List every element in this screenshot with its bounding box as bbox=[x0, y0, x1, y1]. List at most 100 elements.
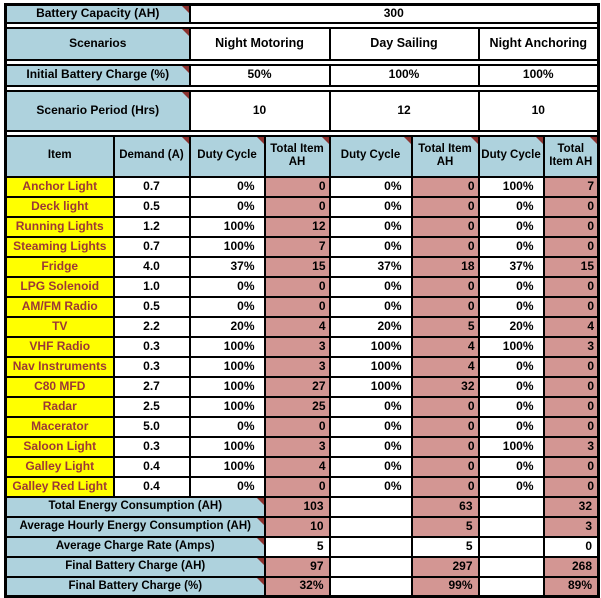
duty-cycle-cell[interactable]: 100% bbox=[477, 175, 545, 198]
demand-cell[interactable]: 1.0 bbox=[112, 275, 191, 298]
total-ah-cell[interactable]: 3 bbox=[542, 335, 600, 358]
duty-cycle-cell[interactable]: 100% bbox=[477, 435, 545, 458]
total-ah-cell[interactable]: 0 bbox=[410, 475, 480, 498]
column-header-total-ah-1[interactable]: Total Item AH bbox=[263, 134, 331, 178]
demand-cell[interactable]: 2.7 bbox=[112, 375, 191, 398]
total-ah-cell[interactable]: 0 bbox=[542, 475, 600, 498]
duty-cycle-cell[interactable]: 100% bbox=[328, 355, 413, 378]
scenario-name-cell[interactable]: Day Sailing bbox=[328, 26, 480, 61]
total-ah-cell[interactable]: 0 bbox=[542, 415, 600, 438]
duty-cycle-cell[interactable]: 0% bbox=[188, 295, 266, 318]
scenario-name-cell[interactable]: Night Motoring bbox=[188, 26, 331, 61]
total-ah-cell[interactable]: 3 bbox=[263, 355, 331, 378]
demand-cell[interactable]: 0.4 bbox=[112, 455, 191, 478]
total-ah-cell[interactable]: 0 bbox=[263, 175, 331, 198]
duty-cycle-cell[interactable]: 100% bbox=[477, 335, 545, 358]
demand-cell[interactable]: 0.5 bbox=[112, 295, 191, 318]
battery-capacity-value-cell[interactable]: 300 bbox=[188, 3, 600, 24]
demand-cell[interactable]: 0.3 bbox=[112, 355, 191, 378]
total-ah-cell[interactable]: 0 bbox=[542, 195, 600, 218]
total-ah-cell[interactable]: 0 bbox=[542, 215, 600, 238]
total-ah-cell[interactable]: 15 bbox=[542, 255, 600, 278]
summary-label-cell[interactable]: Average Hourly Energy Consumption (AH) bbox=[4, 515, 266, 538]
total-ah-cell[interactable]: 0 bbox=[410, 435, 480, 458]
summary-label-cell[interactable]: Final Battery Charge (AH) bbox=[4, 555, 266, 578]
summary-label-cell[interactable]: Total Energy Consumption (AH) bbox=[4, 495, 266, 518]
duty-cycle-cell[interactable]: 0% bbox=[188, 475, 266, 498]
summary-blank-cell[interactable] bbox=[328, 515, 413, 538]
total-ah-cell[interactable]: 0 bbox=[542, 235, 600, 258]
duty-cycle-cell[interactable]: 0% bbox=[477, 275, 545, 298]
summary-value-cell[interactable]: 5 bbox=[410, 515, 480, 538]
total-ah-cell[interactable]: 4 bbox=[542, 315, 600, 338]
scenarios-label-cell[interactable]: Scenarios bbox=[4, 26, 191, 61]
summary-value-cell[interactable]: 3 bbox=[542, 515, 600, 538]
duty-cycle-cell[interactable]: 0% bbox=[328, 435, 413, 458]
total-ah-cell[interactable]: 3 bbox=[542, 435, 600, 458]
battery-capacity-label-cell[interactable]: Battery Capacity (AH) bbox=[4, 3, 191, 24]
summary-value-cell[interactable]: 5 bbox=[263, 535, 331, 558]
total-ah-cell[interactable]: 0 bbox=[263, 475, 331, 498]
summary-value-cell[interactable]: 0 bbox=[542, 535, 600, 558]
total-ah-cell[interactable]: 0 bbox=[410, 215, 480, 238]
duty-cycle-cell[interactable]: 0% bbox=[188, 175, 266, 198]
total-ah-cell[interactable]: 0 bbox=[410, 415, 480, 438]
item-name-cell[interactable]: Deck light bbox=[4, 195, 115, 218]
total-ah-cell[interactable]: 0 bbox=[542, 295, 600, 318]
item-name-cell[interactable]: AM/FM Radio bbox=[4, 295, 115, 318]
duty-cycle-cell[interactable]: 0% bbox=[477, 195, 545, 218]
summary-label-cell[interactable]: Final Battery Charge (%) bbox=[4, 575, 266, 598]
total-ah-cell[interactable]: 0 bbox=[542, 355, 600, 378]
summary-value-cell[interactable]: 32 bbox=[542, 495, 600, 518]
item-name-cell[interactable]: Fridge bbox=[4, 255, 115, 278]
duty-cycle-cell[interactable]: 0% bbox=[328, 275, 413, 298]
duty-cycle-cell[interactable]: 0% bbox=[328, 175, 413, 198]
initial-charge-value-cell[interactable]: 100% bbox=[477, 63, 600, 87]
duty-cycle-cell[interactable]: 0% bbox=[328, 415, 413, 438]
demand-cell[interactable]: 0.7 bbox=[112, 175, 191, 198]
duty-cycle-cell[interactable]: 20% bbox=[477, 315, 545, 338]
total-ah-cell[interactable]: 0 bbox=[410, 295, 480, 318]
duty-cycle-cell[interactable]: 100% bbox=[188, 355, 266, 378]
item-name-cell[interactable]: Anchor Light bbox=[4, 175, 115, 198]
duty-cycle-cell[interactable]: 100% bbox=[188, 455, 266, 478]
total-ah-cell[interactable]: 4 bbox=[263, 455, 331, 478]
duty-cycle-cell[interactable]: 0% bbox=[188, 275, 266, 298]
duty-cycle-cell[interactable]: 0% bbox=[328, 455, 413, 478]
demand-cell[interactable]: 0.7 bbox=[112, 235, 191, 258]
duty-cycle-cell[interactable]: 100% bbox=[188, 435, 266, 458]
summary-value-cell[interactable]: 297 bbox=[410, 555, 480, 578]
summary-blank-cell[interactable] bbox=[477, 575, 545, 598]
demand-cell[interactable]: 2.5 bbox=[112, 395, 191, 418]
total-ah-cell[interactable]: 18 bbox=[410, 255, 480, 278]
duty-cycle-cell[interactable]: 0% bbox=[328, 395, 413, 418]
summary-value-cell[interactable]: 10 bbox=[263, 515, 331, 538]
duty-cycle-cell[interactable]: 100% bbox=[188, 395, 266, 418]
total-ah-cell[interactable]: 0 bbox=[263, 275, 331, 298]
total-ah-cell[interactable]: 0 bbox=[263, 415, 331, 438]
duty-cycle-cell[interactable]: 20% bbox=[188, 315, 266, 338]
demand-cell[interactable]: 2.2 bbox=[112, 315, 191, 338]
duty-cycle-cell[interactable]: 0% bbox=[477, 375, 545, 398]
initial-charge-label-cell[interactable]: Initial Battery Charge (%) bbox=[4, 63, 191, 87]
column-header-duty-cycle-1[interactable]: Duty Cycle bbox=[188, 134, 266, 178]
total-ah-cell[interactable]: 3 bbox=[263, 435, 331, 458]
summary-value-cell[interactable]: 103 bbox=[263, 495, 331, 518]
summary-value-cell[interactable]: 268 bbox=[542, 555, 600, 578]
summary-value-cell[interactable]: 32% bbox=[263, 575, 331, 598]
period-value-cell[interactable]: 10 bbox=[188, 89, 331, 132]
demand-cell[interactable]: 0.5 bbox=[112, 195, 191, 218]
summary-blank-cell[interactable] bbox=[477, 555, 545, 578]
column-header-total-ah-2[interactable]: Total Item AH bbox=[410, 134, 480, 178]
duty-cycle-cell[interactable]: 0% bbox=[477, 475, 545, 498]
initial-charge-value-cell[interactable]: 100% bbox=[328, 63, 480, 87]
total-ah-cell[interactable]: 0 bbox=[410, 455, 480, 478]
column-header-duty-cycle-2[interactable]: Duty Cycle bbox=[328, 134, 413, 178]
duty-cycle-cell[interactable]: 20% bbox=[328, 315, 413, 338]
item-name-cell[interactable]: Running Lights bbox=[4, 215, 115, 238]
total-ah-cell[interactable]: 0 bbox=[410, 175, 480, 198]
duty-cycle-cell[interactable]: 37% bbox=[328, 255, 413, 278]
demand-cell[interactable]: 5.0 bbox=[112, 415, 191, 438]
item-name-cell[interactable]: Nav Instruments bbox=[4, 355, 115, 378]
total-ah-cell[interactable]: 15 bbox=[263, 255, 331, 278]
